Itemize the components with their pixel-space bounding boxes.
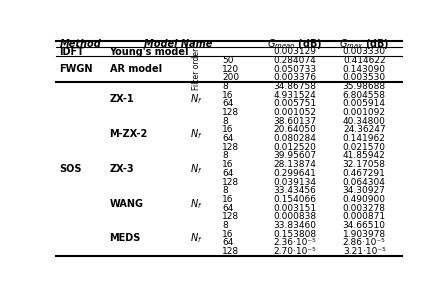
Text: 0.299641: 0.299641 <box>274 169 316 178</box>
Text: 20.64050: 20.64050 <box>274 125 316 134</box>
Text: 0.414622: 0.414622 <box>343 56 385 65</box>
Text: ZX-1: ZX-1 <box>110 94 134 105</box>
Text: 39.95607: 39.95607 <box>274 151 316 160</box>
Text: 34.66510: 34.66510 <box>343 221 386 230</box>
Text: $N_f$: $N_f$ <box>190 162 202 176</box>
Text: 33.43456: 33.43456 <box>274 186 316 195</box>
Text: 0.003278: 0.003278 <box>343 203 386 213</box>
Text: 128: 128 <box>222 178 239 187</box>
Text: 64: 64 <box>222 203 233 213</box>
Text: 16: 16 <box>222 230 234 239</box>
Text: 16: 16 <box>222 91 234 99</box>
Text: 2.36·10⁻⁵: 2.36·10⁻⁵ <box>274 238 316 247</box>
Text: 8: 8 <box>222 186 228 195</box>
Text: 34.86758: 34.86758 <box>274 82 316 91</box>
Text: 41.85942: 41.85942 <box>343 151 386 160</box>
Text: 4.931524: 4.931524 <box>274 91 316 99</box>
Text: IDFT: IDFT <box>59 47 84 57</box>
Text: 0.490900: 0.490900 <box>343 195 386 204</box>
Text: 28.13874: 28.13874 <box>274 160 316 169</box>
Text: 200: 200 <box>222 73 239 82</box>
Text: 6.804558: 6.804558 <box>343 91 386 99</box>
Text: MEDS: MEDS <box>110 233 141 244</box>
Text: FWGN: FWGN <box>59 64 93 74</box>
Text: 0.003151: 0.003151 <box>274 203 316 213</box>
Text: 8: 8 <box>222 221 228 230</box>
Text: 16: 16 <box>222 195 234 204</box>
Text: 2.70·10⁻⁵: 2.70·10⁻⁵ <box>274 247 316 256</box>
Text: 0.003330: 0.003330 <box>343 47 386 56</box>
Text: 0.003129: 0.003129 <box>274 47 316 56</box>
Text: 8: 8 <box>222 82 228 91</box>
Text: 2.86·10⁻⁵: 2.86·10⁻⁵ <box>343 238 386 247</box>
Text: $N_f$: $N_f$ <box>190 93 202 106</box>
Text: M-ZX-2: M-ZX-2 <box>110 129 148 139</box>
Text: 0.080284: 0.080284 <box>274 134 316 143</box>
Text: AR model: AR model <box>110 64 162 74</box>
Text: 34.30927: 34.30927 <box>343 186 386 195</box>
Text: 0.039134: 0.039134 <box>274 178 316 187</box>
Text: 50: 50 <box>222 56 234 65</box>
Text: 0.000838: 0.000838 <box>274 212 316 221</box>
Text: 64: 64 <box>222 169 233 178</box>
Text: 120: 120 <box>222 64 239 74</box>
Text: ZX-3: ZX-3 <box>110 164 134 174</box>
Text: 0.001092: 0.001092 <box>343 108 386 117</box>
Text: 0.153808: 0.153808 <box>274 230 316 239</box>
Text: 0.005914: 0.005914 <box>343 99 386 108</box>
Text: 35.98688: 35.98688 <box>343 82 386 91</box>
Text: 0.467291: 0.467291 <box>343 169 386 178</box>
Text: Young's model: Young's model <box>110 47 189 57</box>
Text: 0.143090: 0.143090 <box>343 64 386 74</box>
Text: 3.21·10⁻⁵: 3.21·10⁻⁵ <box>343 247 386 256</box>
Text: 1.903978: 1.903978 <box>343 230 386 239</box>
Text: 0.001052: 0.001052 <box>274 108 316 117</box>
Text: $N_f$: $N_f$ <box>190 127 202 141</box>
Text: $\mathit{G}_{\mathit{max}}$ (dB): $\mathit{G}_{\mathit{max}}$ (dB) <box>339 37 389 51</box>
Text: 0.003530: 0.003530 <box>343 73 386 82</box>
Text: 8: 8 <box>222 117 228 126</box>
Text: $N_f$: $N_f$ <box>190 232 202 245</box>
Text: 0.064304: 0.064304 <box>343 178 386 187</box>
Text: 64: 64 <box>222 134 233 143</box>
Text: $\mathit{G}_{\mathit{mean}}$ (dB): $\mathit{G}_{\mathit{mean}}$ (dB) <box>267 37 322 51</box>
Text: 8: 8 <box>222 151 228 160</box>
Text: 0.000871: 0.000871 <box>343 212 386 221</box>
Text: WANG: WANG <box>110 199 143 209</box>
Text: 0.050733: 0.050733 <box>274 64 316 74</box>
Text: 0.154066: 0.154066 <box>274 195 316 204</box>
Text: 24.36247: 24.36247 <box>343 125 385 134</box>
Text: 0.012520: 0.012520 <box>274 143 316 152</box>
Text: 64: 64 <box>222 238 233 247</box>
Text: 16: 16 <box>222 125 234 134</box>
Text: SOS: SOS <box>59 164 82 174</box>
Text: 38.60137: 38.60137 <box>274 117 316 126</box>
Text: 128: 128 <box>222 108 239 117</box>
Text: 128: 128 <box>222 212 239 221</box>
Text: 64: 64 <box>222 99 233 108</box>
Text: 40.34800: 40.34800 <box>343 117 386 126</box>
Text: 32.17058: 32.17058 <box>343 160 386 169</box>
Text: 0.003376: 0.003376 <box>274 73 316 82</box>
Text: 33.83460: 33.83460 <box>274 221 316 230</box>
Text: Method: Method <box>59 39 101 49</box>
Text: 16: 16 <box>222 160 234 169</box>
Text: $N_f$: $N_f$ <box>190 197 202 211</box>
Text: Filter order: Filter order <box>192 48 201 90</box>
Text: 0.005751: 0.005751 <box>274 99 316 108</box>
Text: 128: 128 <box>222 247 239 256</box>
Text: 0.021570: 0.021570 <box>343 143 386 152</box>
Text: 0.284074: 0.284074 <box>274 56 316 65</box>
Text: 128: 128 <box>222 143 239 152</box>
Text: Model Name: Model Name <box>144 39 212 49</box>
Text: 0.141962: 0.141962 <box>343 134 386 143</box>
